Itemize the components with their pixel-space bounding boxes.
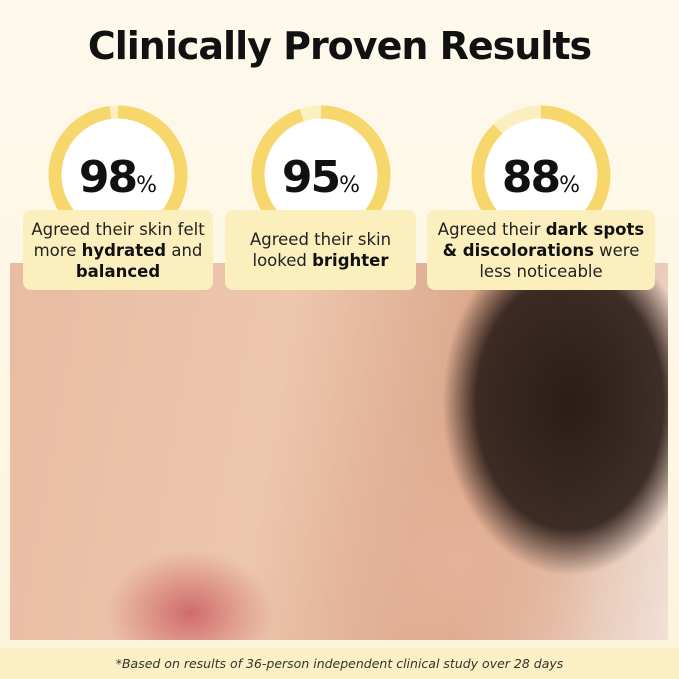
stat-unit: % [559, 173, 581, 198]
stat-percent-3: 88% [471, 152, 611, 203]
caption-bold: dark spots & discolorations [442, 219, 645, 260]
stat-percent-1: 98% [48, 152, 188, 203]
stat-percent-2: 95% [251, 152, 391, 203]
footnote: *Based on results of 36-person independe… [0, 648, 679, 679]
stat-number: 95 [281, 152, 341, 203]
stat-number: 88 [501, 152, 561, 203]
caption-text: and [166, 240, 203, 260]
stat-caption-2: Agreed their skin looked brighter [225, 210, 416, 290]
stat-unit: % [339, 173, 361, 198]
stat-caption-3: Agreed their dark spots & discolorations… [427, 210, 655, 290]
caption-bold: hydrated [81, 240, 167, 260]
caption-text: Agreed their skin felt more [31, 219, 205, 260]
stat-caption-1: Agreed their skin felt more hydrated and… [23, 210, 213, 290]
caption-text: Agreed their [437, 219, 546, 239]
page-title: Clinically Proven Results [87, 24, 592, 68]
progress-ring-2 [251, 105, 391, 245]
caption-text: Agreed their skin looked [249, 230, 392, 270]
caption-text: were less noticeable [479, 240, 640, 281]
product-application-photo [10, 263, 668, 640]
caption-bold: brighter [312, 251, 389, 270]
stat-number: 98 [78, 152, 138, 203]
stat-unit: % [136, 173, 158, 198]
caption-bold: balanced [75, 261, 161, 281]
